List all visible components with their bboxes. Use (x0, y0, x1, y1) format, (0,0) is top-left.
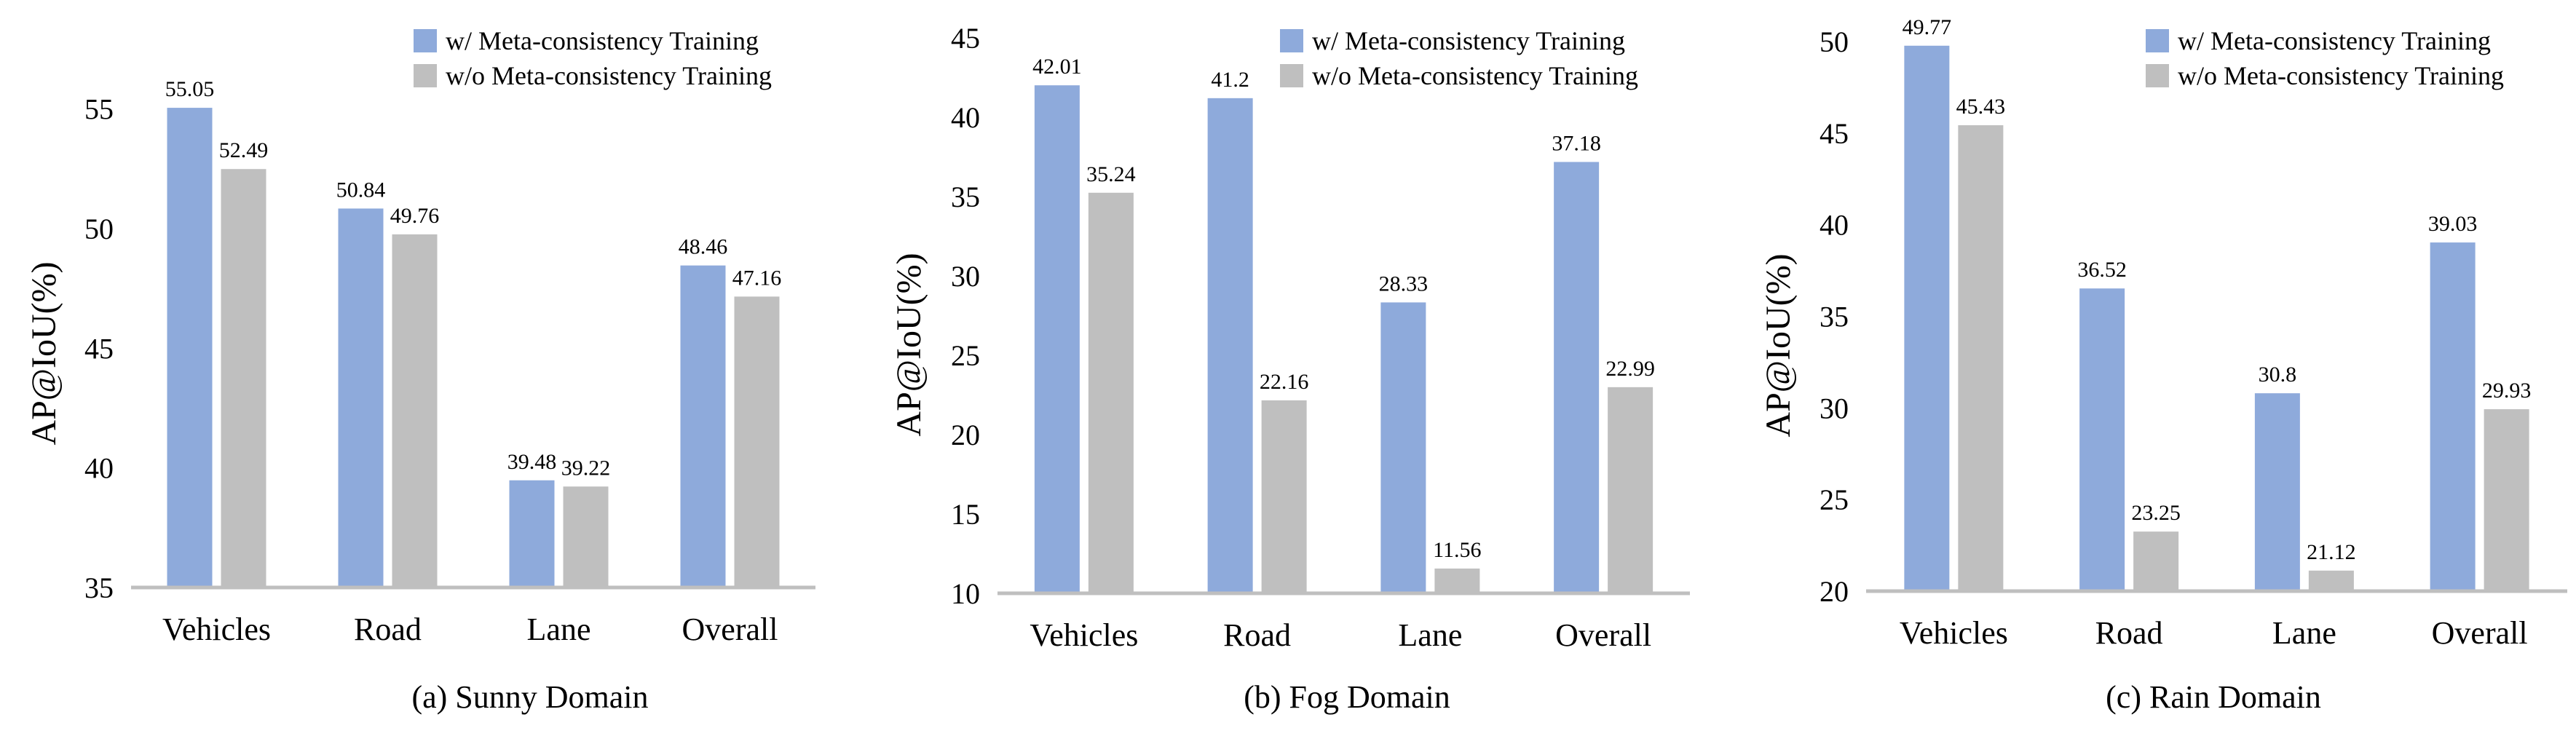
chart-3-y-tick-label: 45 (1820, 117, 1849, 150)
chart-3-legend-swatch-1 (2146, 29, 2169, 52)
chart-1-value-label-with-road: 50.84 (336, 178, 386, 202)
chart-1-bar-without-overall (734, 296, 780, 587)
chart-1-bar-with-vehicles (167, 108, 213, 587)
chart-2-y-tick-label: 25 (951, 339, 980, 372)
chart-3-bar-with-road (2079, 288, 2125, 591)
chart-3-value-label-with-vehicles: 49.77 (1903, 15, 1952, 39)
chart-3-value-label-with-overall: 39.03 (2428, 212, 2478, 236)
chart-2-legend-swatch-1 (1280, 29, 1303, 52)
chart-2-value-label-with-vehicles: 42.01 (1032, 55, 1082, 79)
chart-2-category-label-lane: Lane (1398, 617, 1462, 653)
chart-1-legend-label-1: w/ Meta-consistency Training (446, 26, 759, 55)
chart-1-y-tick-label: 35 (84, 571, 114, 604)
chart-1-y-tick-label: 50 (84, 213, 114, 245)
chart-3-value-label-without-lane: 21.12 (2307, 540, 2356, 564)
chart-2-value-label-with-road: 41.2 (1211, 68, 1249, 92)
chart-2-bar-without-road (1261, 400, 1307, 593)
chart-1-category-label-vehicles: Vehicles (162, 612, 271, 647)
chart-1-value-label-with-lane: 39.48 (507, 450, 557, 474)
chart-2-bar-without-vehicles (1088, 192, 1134, 593)
chart-2-y-tick-label: 30 (951, 260, 980, 293)
chart-1-legend-swatch-1 (414, 29, 437, 52)
chart-3-category-label-vehicles: Vehicles (1900, 615, 2008, 651)
chart-3-y-tick-label: 40 (1820, 209, 1849, 242)
chart-3-caption: (c) Rain Domain (2106, 679, 2321, 715)
chart-2-y-tick-label: 35 (951, 181, 980, 213)
chart-3-value-label-with-lane: 30.8 (2259, 363, 2297, 387)
chart-1-y-tick-label: 45 (84, 332, 114, 365)
chart-3-value-label-without-road: 23.25 (2131, 501, 2181, 525)
chart-2-value-label-without-overall: 22.99 (1605, 357, 1655, 381)
chart-1-y-tick-label: 40 (84, 452, 114, 485)
chart-2-category-label-road: Road (1223, 617, 1291, 653)
chart-3-value-label-without-overall: 29.93 (2482, 379, 2532, 403)
chart-2-y-tick-label: 20 (951, 419, 980, 451)
chart-2-y-tick-label: 45 (951, 22, 980, 55)
chart-1-value-label-without-lane: 39.22 (561, 456, 611, 480)
chart-3-bar-without-overall (2484, 409, 2529, 591)
chart-1-legend-label-2: w/o Meta-consistency Training (446, 61, 772, 90)
chart-2-y-tick-label: 15 (951, 498, 980, 531)
chart-2-category-label-vehicles: Vehicles (1030, 617, 1138, 653)
chart-2-bar-with-vehicles (1034, 85, 1080, 593)
chart-2-legend-label-1: w/ Meta-consistency Training (1312, 26, 1625, 55)
chart-2-value-label-with-lane: 28.33 (1379, 272, 1429, 296)
chart-1-legend-swatch-2 (414, 64, 437, 87)
chart-1-bar-without-vehicles (221, 169, 266, 588)
chart-3-y-tick-label: 50 (1820, 25, 1849, 58)
chart-1-bar-with-lane (509, 480, 555, 587)
chart-1-value-label-without-overall: 47.16 (732, 266, 782, 290)
chart-3-category-label-overall: Overall (2432, 615, 2528, 651)
chart-3-category-label-road: Road (2095, 615, 2163, 651)
chart-3-y-axis-label: AP@IoU(%) (1759, 253, 1798, 437)
chart-2-caption: (b) Fog Domain (1244, 679, 1450, 715)
chart-2-category-label-overall: Overall (1555, 617, 1651, 653)
chart-2-value-label-without-lane: 11.56 (1433, 538, 1481, 562)
chart-1-value-label-without-road: 49.76 (390, 204, 440, 228)
chart-2-bar-with-road (1207, 98, 1253, 594)
chart-2-value-label-without-vehicles: 35.24 (1086, 162, 1136, 186)
chart-3-y-tick-label: 30 (1820, 392, 1849, 424)
chart-2-y-tick-label: 10 (951, 577, 980, 610)
chart-3-value-label-without-vehicles: 45.43 (1956, 95, 2006, 119)
chart-3-legend-label-2: w/o Meta-consistency Training (2178, 61, 2504, 90)
chart-3-bar-without-lane (2308, 570, 2354, 591)
chart-1-value-label-with-vehicles: 55.05 (165, 77, 215, 101)
chart-2-bar-with-overall (1554, 162, 1600, 593)
chart-3-bar-with-vehicles (1904, 45, 1950, 592)
chart-3-category-label-lane: Lane (2272, 615, 2336, 651)
chart-2-legend-swatch-2 (1280, 64, 1303, 87)
chart-1-caption: (a) Sunny Domain (411, 679, 648, 715)
chart-2-bar-without-overall (1608, 387, 1654, 593)
chart-2-value-label-without-road: 22.16 (1260, 370, 1309, 394)
chart-3-legend-label-1: w/ Meta-consistency Training (2178, 26, 2491, 55)
chart-2-value-label-with-overall: 37.18 (1552, 131, 1601, 155)
chart-1-value-label-without-vehicles: 52.49 (219, 138, 269, 162)
chart-1-category-label-road: Road (354, 612, 422, 647)
chart-3-y-tick-label: 20 (1820, 575, 1849, 608)
chart-3-y-tick-label: 35 (1820, 301, 1849, 333)
chart-2-bar-with-lane (1380, 302, 1426, 593)
chart-2-bar-without-lane (1434, 568, 1480, 593)
chart-2-y-tick-label: 40 (951, 101, 980, 134)
chart-1-bar-without-lane (563, 486, 609, 587)
chart-3-bar-without-road (2133, 531, 2179, 591)
chart-3-bar-with-overall (2430, 242, 2476, 591)
chart-1-y-tick-label: 55 (84, 93, 114, 126)
chart-1-category-label-lane: Lane (527, 612, 591, 647)
chart-3-y-tick-label: 25 (1820, 483, 1849, 516)
chart-3-bar-without-vehicles (1958, 125, 2004, 592)
chart-1-bar-with-overall (680, 265, 726, 587)
chart-1-category-label-overall: Overall (682, 612, 778, 647)
chart-3-value-label-with-road: 36.52 (2077, 258, 2127, 282)
chart-2-y-axis-label: AP@IoU(%) (890, 253, 928, 436)
chart-3-legend-swatch-2 (2146, 64, 2169, 87)
chart-3-bar-with-lane (2254, 393, 2300, 591)
chart-2-legend-label-2: w/o Meta-consistency Training (1312, 61, 1638, 90)
chart-1-value-label-with-overall: 48.46 (679, 235, 728, 259)
chart-1-bar-with-road (338, 208, 384, 587)
chart-1-bar-without-road (392, 234, 438, 587)
chart-1-y-axis-label: AP@IoU(%) (25, 261, 63, 445)
